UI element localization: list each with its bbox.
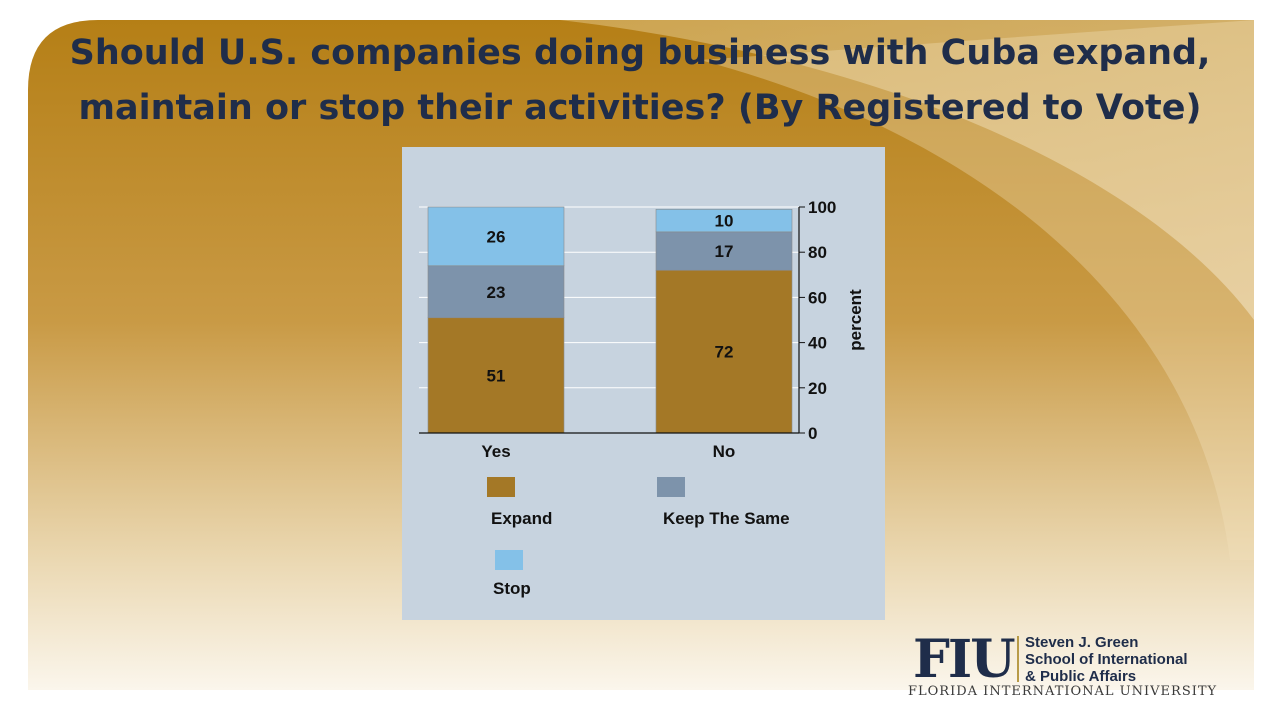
y-axis-title: percent xyxy=(846,289,865,351)
category-label: Yes xyxy=(481,442,510,461)
bar-segment xyxy=(427,206,565,267)
chart-panel: 51 23 26 Yes 72 17 10 No 0 20 40 60 80 100 percent Exp… xyxy=(402,147,885,620)
bar-segment xyxy=(655,231,793,271)
data-label: 51 xyxy=(487,366,506,385)
y-tick-label: 0 xyxy=(808,424,817,443)
data-label: 26 xyxy=(487,227,506,246)
legend-label-keep-the-same: Keep The Same xyxy=(663,509,790,528)
swoosh-arc xyxy=(700,20,1254,560)
logo-university-name: FLORIDA INTERNATIONAL UNIVERSITY xyxy=(908,684,1218,699)
legend-label-stop: Stop xyxy=(493,579,531,598)
logo-school-name: Steven J. Green School of International … xyxy=(1025,634,1188,685)
y-tick-label: 100 xyxy=(808,198,836,217)
page-title-line-2: maintain or stop their activities? (By R… xyxy=(78,88,1202,128)
legend-label-expand: Expand xyxy=(491,509,553,528)
bar-segment xyxy=(655,208,793,233)
legend-swatch-expand xyxy=(487,477,515,497)
fiu-logo: FIU Steven J. Green School of Internatio… xyxy=(905,629,1216,702)
y-tick-label: 80 xyxy=(808,243,827,262)
page-title-line-1: Should U.S. companies doing business wit… xyxy=(69,33,1211,73)
y-tick-label: 40 xyxy=(808,334,827,353)
logo-letters: FIU xyxy=(913,629,1016,690)
data-label: 72 xyxy=(715,343,734,362)
chart: 51 23 26 Yes 72 17 10 No 0 20 40 60 80 100 percent xyxy=(419,198,865,461)
logo-divider xyxy=(1017,636,1019,682)
y-tick-label: 60 xyxy=(808,288,827,307)
swoosh-light xyxy=(560,20,1254,320)
bar-segment xyxy=(427,265,565,319)
legend-swatch-stop xyxy=(495,550,523,570)
y-tick-label: 20 xyxy=(808,379,827,398)
data-label: 10 xyxy=(715,212,734,231)
data-label: 17 xyxy=(715,242,734,261)
category-label: No xyxy=(713,442,736,461)
data-label: 23 xyxy=(487,283,506,302)
legend-swatch-keep-the-same xyxy=(657,477,685,497)
